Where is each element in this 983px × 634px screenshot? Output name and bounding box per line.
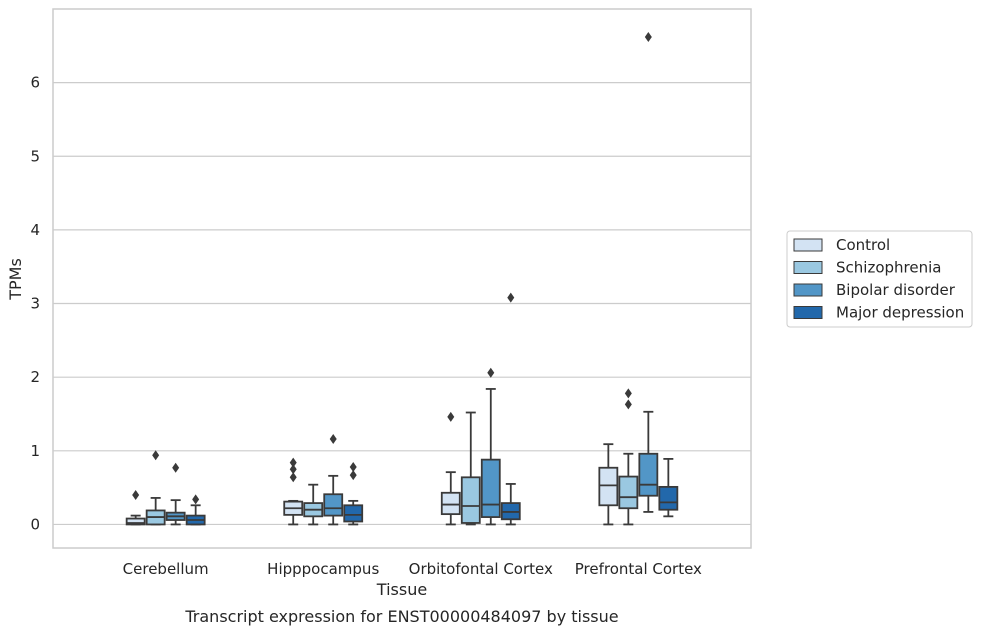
box-group <box>125 450 206 526</box>
grid-lines <box>53 82 751 526</box>
outlier-point <box>172 462 180 473</box>
outlier-point <box>624 388 632 399</box>
outlier-point <box>447 411 455 422</box>
y-tick-label: 5 <box>30 147 40 165</box>
box <box>125 517 146 526</box>
plot-frame <box>52 8 752 549</box>
outlier-point <box>192 494 200 505</box>
outlier-point <box>289 457 297 468</box>
legend: Control Schizophrenia Bipolar disorder Majo… <box>786 230 973 328</box>
y-tick-label: 0 <box>30 515 40 533</box>
box-group <box>283 434 364 526</box>
box <box>440 491 461 516</box>
y-tick-label: 2 <box>30 368 40 386</box>
x-axis-label: Tissue <box>376 580 427 599</box>
y-tick-label: 3 <box>30 295 40 313</box>
box-groups <box>125 31 679 526</box>
outlier-point <box>289 472 297 483</box>
box <box>618 475 639 510</box>
outlier-point <box>152 450 160 461</box>
x-tick-label: Cerebellum <box>123 560 209 578</box>
plot-area <box>53 9 751 548</box>
legend-label: Bipolar disorder <box>836 281 956 299</box>
outlier-point <box>349 462 357 473</box>
x-tick-label: Hipppocampus <box>267 560 379 578</box>
x-tick-labels: Cerebellum Hipppocampus Orbitofontal Corte… <box>123 560 702 578</box>
box <box>343 504 364 523</box>
legend-swatch <box>793 238 823 252</box>
outlier-point <box>132 489 140 500</box>
y-tick-label: 6 <box>30 74 40 92</box>
x-tick-label: Prefrontal Cortex <box>575 560 702 578</box>
y-tick-labels: 0 1 2 3 4 5 6 <box>30 74 40 534</box>
box <box>638 452 659 497</box>
legend-frame <box>786 230 973 328</box>
legend-swatch <box>793 283 823 297</box>
x-tick-label: Orbitofontal Cortex <box>409 560 553 578</box>
box <box>323 493 344 517</box>
box <box>598 466 619 507</box>
legend-swatch <box>793 306 823 319</box>
outlier-point <box>624 399 632 410</box>
outlier-point <box>289 464 297 475</box>
box-group <box>440 292 521 526</box>
outlier-point <box>507 292 515 303</box>
legend-label: Schizophrenia <box>836 259 941 277</box>
box-group <box>598 31 679 526</box>
outlier-point <box>349 470 357 481</box>
chart-caption: Transcript expression for ENST0000048409… <box>184 607 618 626</box>
legend-label: Major depression <box>836 304 964 322</box>
outlier-point <box>644 31 652 42</box>
box <box>480 458 501 518</box>
outlier-point <box>487 367 495 378</box>
y-tick-label: 4 <box>30 221 40 239</box>
legend-label: Control <box>836 236 890 254</box>
legend-swatch <box>793 261 823 274</box>
y-axis-label: TPMs <box>6 258 25 301</box>
box <box>460 476 481 524</box>
y-tick-label: 1 <box>30 442 40 460</box>
outlier-point <box>329 434 337 445</box>
box <box>658 485 679 511</box>
